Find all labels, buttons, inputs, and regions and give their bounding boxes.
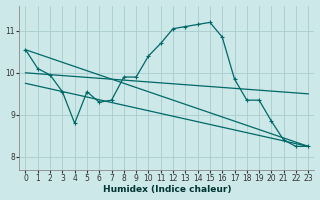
X-axis label: Humidex (Indice chaleur): Humidex (Indice chaleur) — [103, 185, 231, 194]
